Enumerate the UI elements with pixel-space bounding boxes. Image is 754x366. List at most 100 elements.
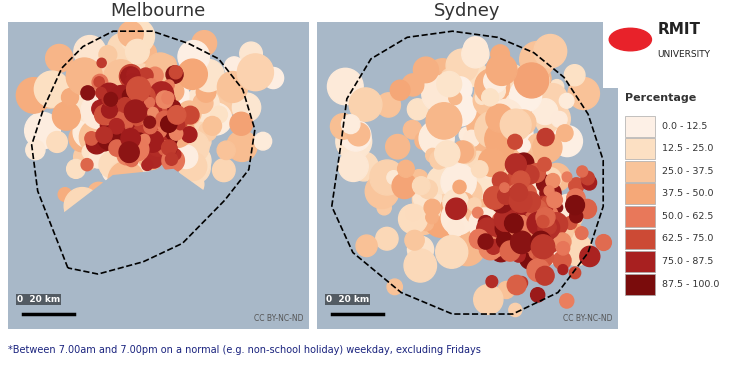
Circle shape bbox=[110, 85, 133, 109]
Circle shape bbox=[146, 107, 181, 142]
Circle shape bbox=[548, 194, 560, 207]
Circle shape bbox=[158, 141, 173, 156]
Circle shape bbox=[441, 164, 477, 200]
Circle shape bbox=[520, 205, 535, 221]
Circle shape bbox=[520, 41, 555, 78]
Circle shape bbox=[497, 215, 513, 231]
Circle shape bbox=[512, 171, 530, 190]
Circle shape bbox=[174, 69, 195, 90]
Circle shape bbox=[89, 116, 120, 148]
Circle shape bbox=[144, 102, 155, 114]
Circle shape bbox=[407, 99, 428, 120]
Circle shape bbox=[147, 119, 167, 139]
Circle shape bbox=[411, 208, 437, 235]
Circle shape bbox=[152, 89, 175, 113]
Circle shape bbox=[542, 206, 558, 223]
Circle shape bbox=[434, 150, 467, 184]
Circle shape bbox=[156, 91, 173, 108]
Circle shape bbox=[498, 281, 515, 299]
Circle shape bbox=[122, 104, 143, 125]
Circle shape bbox=[62, 89, 78, 106]
Circle shape bbox=[377, 201, 391, 215]
Text: 0  20 km: 0 20 km bbox=[17, 295, 60, 304]
Circle shape bbox=[336, 123, 372, 160]
Circle shape bbox=[541, 214, 562, 236]
Circle shape bbox=[556, 242, 570, 255]
Circle shape bbox=[141, 120, 176, 156]
Circle shape bbox=[518, 126, 533, 141]
Circle shape bbox=[504, 214, 523, 233]
Bar bbox=[625, 206, 655, 227]
Circle shape bbox=[193, 93, 213, 113]
Circle shape bbox=[449, 92, 461, 105]
Circle shape bbox=[527, 212, 550, 235]
Circle shape bbox=[485, 122, 520, 157]
Circle shape bbox=[106, 123, 121, 138]
Circle shape bbox=[120, 19, 155, 54]
Circle shape bbox=[179, 172, 204, 197]
Circle shape bbox=[69, 102, 87, 120]
Circle shape bbox=[485, 152, 512, 179]
Bar bbox=[625, 116, 655, 137]
Circle shape bbox=[527, 230, 558, 262]
Circle shape bbox=[581, 171, 594, 185]
Bar bbox=[625, 161, 655, 182]
Circle shape bbox=[413, 183, 441, 212]
Circle shape bbox=[538, 83, 567, 113]
Circle shape bbox=[121, 67, 140, 86]
Circle shape bbox=[511, 246, 526, 260]
Circle shape bbox=[529, 203, 552, 226]
Circle shape bbox=[527, 259, 550, 281]
Circle shape bbox=[498, 206, 511, 220]
Circle shape bbox=[540, 223, 557, 241]
Circle shape bbox=[514, 228, 543, 257]
Circle shape bbox=[58, 188, 72, 201]
Circle shape bbox=[139, 99, 162, 122]
Circle shape bbox=[455, 203, 475, 223]
Circle shape bbox=[155, 102, 189, 138]
Circle shape bbox=[486, 54, 517, 85]
Circle shape bbox=[158, 72, 186, 100]
Circle shape bbox=[148, 116, 160, 128]
Circle shape bbox=[165, 155, 179, 168]
Circle shape bbox=[475, 111, 511, 148]
Circle shape bbox=[143, 108, 165, 132]
Circle shape bbox=[170, 149, 181, 160]
Circle shape bbox=[532, 99, 558, 124]
Circle shape bbox=[535, 266, 554, 285]
Circle shape bbox=[157, 117, 171, 131]
FancyBboxPatch shape bbox=[624, 50, 656, 74]
Circle shape bbox=[507, 134, 523, 149]
Circle shape bbox=[98, 133, 117, 152]
Circle shape bbox=[515, 154, 546, 186]
Circle shape bbox=[499, 185, 529, 215]
Circle shape bbox=[562, 172, 572, 182]
Circle shape bbox=[17, 78, 51, 113]
Circle shape bbox=[543, 164, 571, 191]
Circle shape bbox=[104, 93, 118, 106]
Circle shape bbox=[494, 192, 511, 209]
Circle shape bbox=[97, 126, 121, 150]
Circle shape bbox=[230, 112, 253, 135]
Circle shape bbox=[421, 76, 457, 112]
Circle shape bbox=[142, 135, 153, 146]
Circle shape bbox=[155, 122, 170, 138]
Circle shape bbox=[112, 100, 123, 111]
Circle shape bbox=[475, 74, 510, 111]
Circle shape bbox=[538, 157, 551, 171]
Circle shape bbox=[492, 172, 509, 189]
Circle shape bbox=[524, 240, 536, 253]
Circle shape bbox=[517, 218, 539, 240]
Text: 75.0 - 87.5: 75.0 - 87.5 bbox=[662, 257, 713, 266]
Circle shape bbox=[555, 223, 573, 241]
Circle shape bbox=[526, 226, 541, 240]
Circle shape bbox=[513, 146, 539, 172]
Circle shape bbox=[150, 82, 173, 106]
Circle shape bbox=[517, 244, 535, 263]
Circle shape bbox=[122, 88, 138, 104]
Circle shape bbox=[93, 90, 110, 107]
Circle shape bbox=[94, 83, 118, 107]
Circle shape bbox=[546, 173, 560, 188]
Circle shape bbox=[518, 194, 541, 217]
Circle shape bbox=[432, 83, 462, 113]
